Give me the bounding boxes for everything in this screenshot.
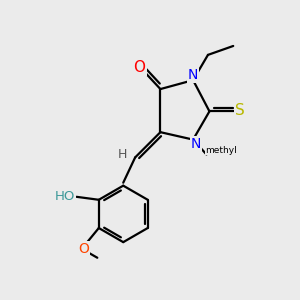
Text: N: N: [191, 137, 201, 151]
Text: O: O: [134, 60, 146, 75]
Text: S: S: [235, 103, 245, 118]
Text: H: H: [118, 148, 127, 161]
Text: methyl: methyl: [206, 146, 237, 154]
Text: HO: HO: [55, 190, 75, 203]
Text: N: N: [188, 68, 198, 82]
Text: O: O: [79, 242, 89, 256]
